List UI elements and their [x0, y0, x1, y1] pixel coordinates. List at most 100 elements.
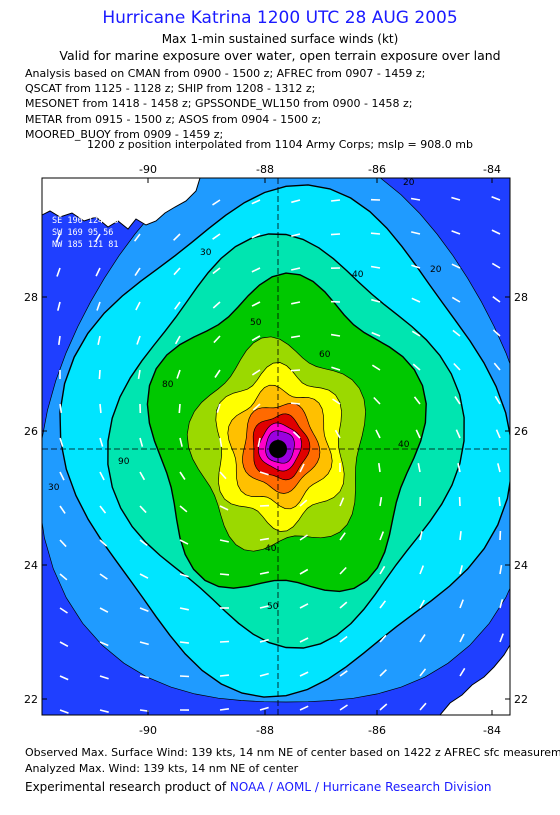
lat-tick-label: 22 — [24, 693, 38, 706]
contour-label: 40 — [265, 544, 277, 554]
wind-barb — [251, 335, 261, 342]
lon-tick-label: -88 — [256, 163, 274, 176]
land-gulf-coast — [42, 178, 201, 230]
wind-barb — [411, 330, 421, 337]
wind-barb — [493, 362, 501, 371]
wind-barb — [135, 301, 141, 311]
wind-barb — [339, 704, 348, 711]
wind-barb — [139, 607, 149, 612]
wind-barb — [459, 599, 464, 609]
wind-barb — [59, 403, 63, 414]
position-note: 1200 z position interpolated from 1104 A… — [87, 138, 473, 151]
wind-barb — [57, 301, 61, 311]
wind-barb — [219, 674, 230, 677]
wind-barb — [379, 496, 383, 507]
wind-barb — [212, 267, 221, 275]
wind-barb — [174, 301, 181, 310]
wind-barb — [499, 667, 505, 677]
contour-label: 30 — [200, 248, 212, 258]
wind-barb — [54, 199, 61, 209]
lon-tick-label: -84 — [483, 724, 501, 735]
wind-radii-row: SE 196 124 78 — [52, 216, 119, 226]
wind-radii-table: WIND RADII (NM) QD 34k 50k 64k NE 203 13… — [48, 180, 125, 250]
credit-prefix: Experimental research product of — [25, 780, 230, 794]
wind-barbs — [54, 195, 506, 714]
contour-label: 80 — [162, 380, 174, 390]
wind-barb — [370, 232, 381, 235]
wind-barb — [410, 197, 421, 201]
wind-barb — [299, 603, 309, 609]
wind-barb — [139, 471, 146, 481]
wind-barb — [179, 573, 189, 578]
lon-tick-label: -84 — [483, 163, 501, 176]
wind-barb — [379, 634, 387, 643]
land-masses — [42, 178, 510, 715]
wind-barb — [252, 403, 261, 411]
wind-barb — [415, 429, 421, 439]
wind-barb — [176, 369, 181, 379]
hurricane-eye — [269, 440, 287, 458]
map-title: Hurricane Katrina 1200 UTC 28 AUG 2005 — [102, 8, 458, 28]
wind-barb — [259, 471, 269, 476]
hrd-link[interactable]: NOAA / AOML / Hurricane Research Divisio… — [229, 780, 492, 794]
contour-label: 30 — [48, 483, 60, 493]
wind-barb — [334, 429, 341, 439]
wind-barb — [299, 534, 308, 541]
wind-barb — [133, 233, 141, 242]
wind-barb — [331, 366, 341, 371]
wind-barb — [339, 532, 346, 541]
analysis-line: MESONET from 1418 - 1458 z; GPSSONDE_WL1… — [25, 97, 413, 111]
wind-barb — [498, 496, 501, 507]
wind-radii-row: NE 203 132 85 — [52, 204, 119, 214]
lon-tick-label: -90 — [139, 163, 157, 176]
wind-barb — [139, 641, 149, 646]
wind-barb — [339, 635, 348, 643]
wind-barb — [219, 471, 227, 480]
wind-barb — [99, 573, 108, 580]
wind-barb — [219, 708, 230, 711]
wind-barb — [174, 335, 181, 345]
wind-barb — [419, 668, 427, 677]
wind-barb — [492, 296, 501, 303]
wind-barb — [411, 264, 421, 269]
analysis-line: METAR from 0915 - 1500 z; ASOS from 0904… — [25, 112, 322, 126]
wind-barb — [499, 564, 503, 575]
wind-barb — [99, 641, 109, 647]
wind-barb — [173, 233, 181, 241]
wind-barb — [413, 396, 421, 405]
exposure-note: Valid for marine exposure over water, op… — [59, 48, 501, 63]
wind-barb — [259, 605, 269, 609]
wind-barb — [139, 539, 148, 547]
wind-barb — [290, 369, 301, 372]
wind-barb — [299, 671, 309, 677]
wind-barb — [173, 267, 181, 276]
wind-barb — [99, 505, 107, 514]
wind-barb — [419, 565, 425, 575]
wind-barb — [179, 675, 190, 678]
wind-barb — [417, 463, 421, 473]
wind-barb — [452, 329, 461, 337]
wind-barb — [499, 599, 504, 609]
wind-barb — [219, 505, 229, 511]
wind-barb — [339, 497, 345, 507]
lon-tick-label: -88 — [256, 724, 274, 735]
wind-barb — [251, 233, 261, 239]
wind-barb — [214, 369, 221, 378]
wind-barb — [139, 505, 147, 514]
wind-radii-header: QD 34k 50k 64k — [52, 192, 124, 202]
wind-barb — [497, 463, 501, 473]
wind-barb — [419, 599, 426, 609]
contour-label: 60 — [319, 350, 331, 360]
wind-barb — [379, 669, 387, 677]
wind-barb — [459, 702, 466, 711]
wind-barb — [136, 335, 141, 345]
wind-barb — [59, 573, 68, 581]
analysis-line: MOORED_BUOY from 0909 - 1459 z; — [25, 127, 224, 141]
wind-barb — [332, 398, 341, 405]
contour-label: 40 — [398, 440, 410, 450]
wind-barb — [371, 331, 381, 337]
wind-barb — [379, 531, 385, 541]
wind-barb — [99, 471, 105, 481]
analysis-sources: Analysis based on CMAN from 0900 - 1500 … — [25, 66, 425, 142]
lat-tick-label: 24 — [24, 559, 38, 572]
